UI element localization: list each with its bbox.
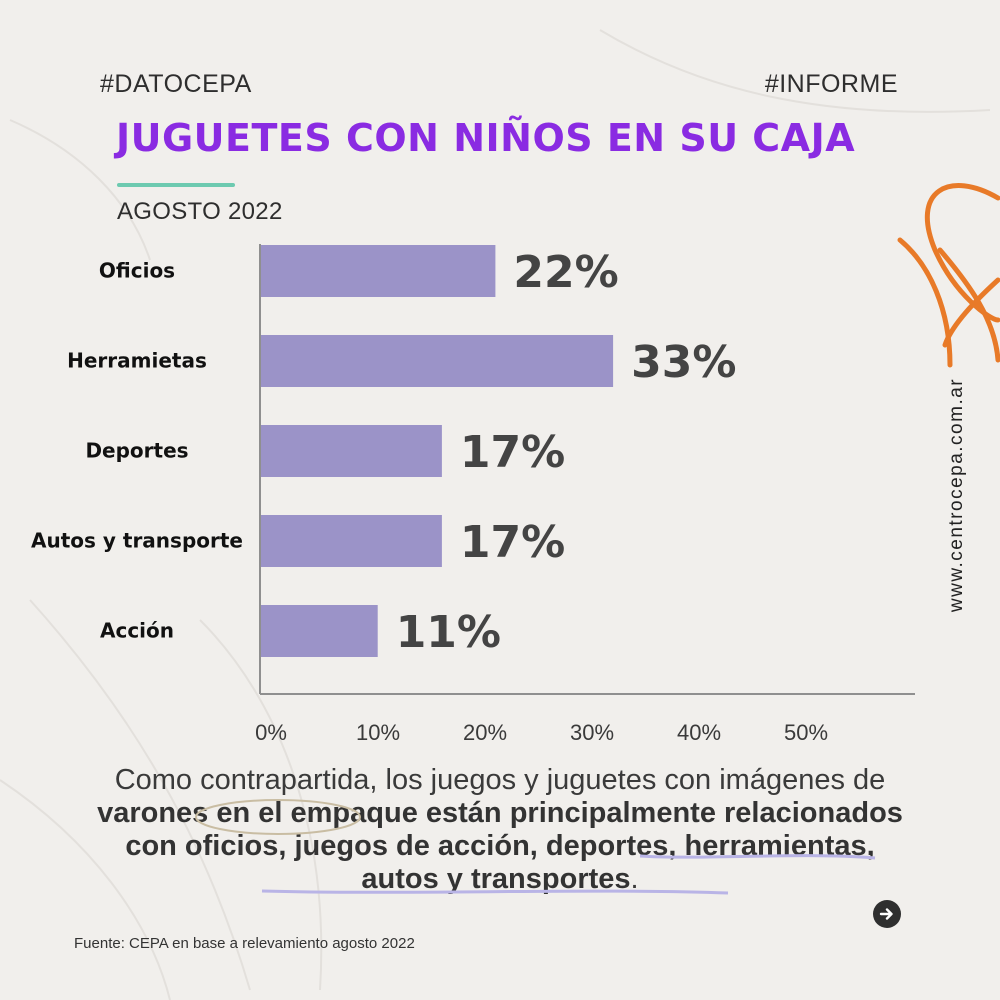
x-tick-label: 50%: [784, 720, 828, 745]
description-text-lead: Como contrapartida, los juegos y juguete…: [114, 764, 886, 796]
description-text-bold: varones en el empaque están principalmen…: [97, 797, 903, 895]
arrow-right-icon: [879, 908, 893, 920]
value-label: 22%: [513, 247, 618, 298]
labels-layer: Oficios 22% Herramietas 33% Deportes 17% Autos…: [31, 247, 736, 658]
description-text-end: .: [630, 863, 639, 895]
x-tick-label: 0%: [255, 720, 287, 745]
title-accent-line: [117, 183, 235, 187]
chart-title: JUGUETES CON NIÑOS EN SU CAJA: [116, 116, 856, 160]
bar: [261, 245, 496, 297]
orange-scribble-decoration: [897, 183, 1000, 368]
x-tick-label: 40%: [677, 720, 721, 745]
category-label: Deportes: [85, 439, 188, 463]
hashtag-datocepa: #DATOCEPA: [100, 70, 252, 98]
value-label: 17%: [460, 427, 565, 478]
x-tick-label: 30%: [570, 720, 614, 745]
hashtag-informe: #INFORME: [764, 70, 898, 98]
bar-chart: Oficios 22% Herramietas 33% Deportes 17% Autos…: [31, 244, 915, 745]
x-tick-label: 10%: [356, 720, 400, 745]
website-url: www.centrocepa.com.ar: [946, 377, 967, 613]
value-label: 17%: [460, 517, 565, 568]
bar: [261, 515, 442, 567]
next-button[interactable]: [873, 900, 901, 928]
x-tick-label: 20%: [463, 720, 507, 745]
value-label: 33%: [631, 337, 736, 388]
value-label: 11%: [396, 607, 501, 658]
bar: [261, 605, 378, 657]
chart-subtitle: AGOSTO 2022: [117, 198, 283, 225]
source-note: Fuente: CEPA en base a relevamiento agos…: [74, 935, 415, 952]
category-label: Herramietas: [67, 349, 207, 373]
bar: [261, 425, 442, 477]
category-label: Acción: [100, 619, 174, 643]
category-label: Oficios: [99, 259, 175, 283]
category-label: Autos y transporte: [31, 529, 243, 553]
bars-layer: [261, 245, 614, 657]
x-ticks-layer: 0% 10% 20% 30% 40% 50%: [255, 720, 828, 745]
description-text: Como contrapartida, los juegos y juguete…: [90, 764, 910, 896]
bar: [261, 335, 614, 387]
